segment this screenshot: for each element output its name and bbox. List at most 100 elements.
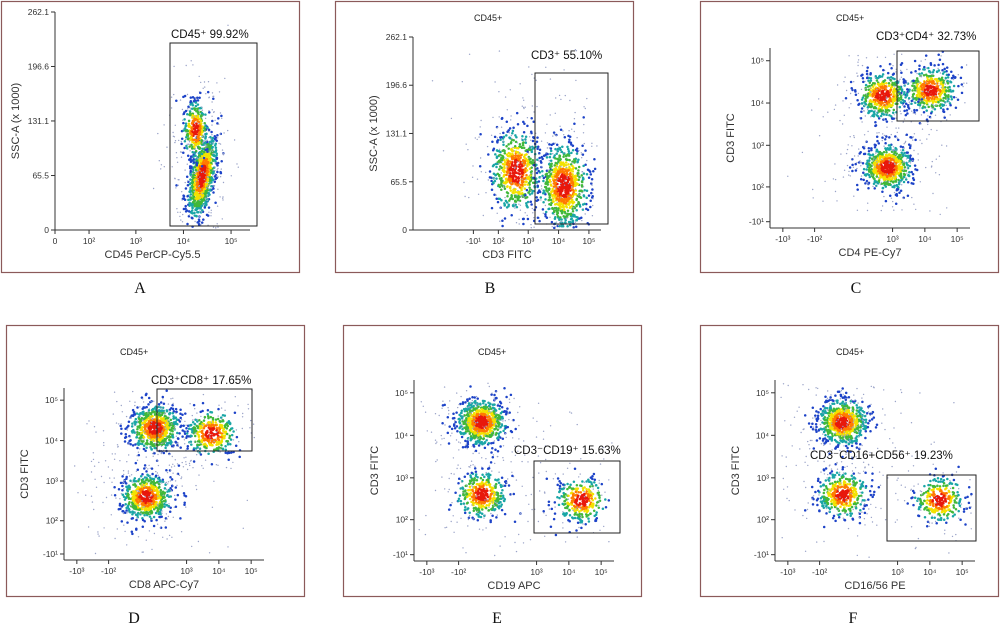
event-dot: [204, 172, 206, 175]
event-dot: [883, 118, 885, 121]
event-dot: [512, 126, 515, 130]
event-dot: [580, 180, 584, 184]
event-dot: [859, 117, 861, 119]
x-tick-label: 10⁵: [951, 234, 964, 244]
event-dot: [222, 154, 225, 156]
event-dot: [542, 212, 544, 214]
event-dot: [210, 215, 212, 217]
event-dot: [561, 145, 564, 148]
event-dot: [188, 113, 191, 117]
event-dot: [959, 76, 963, 80]
event-dot: [885, 96, 888, 98]
event-dot: [558, 147, 561, 151]
event-dot: [574, 176, 577, 180]
event-dot: [504, 96, 507, 98]
event-dot: [884, 142, 887, 145]
event-dot: [590, 181, 593, 184]
event-dot: [189, 100, 193, 103]
event-dot: [928, 92, 931, 95]
event-dot: [864, 115, 866, 117]
event-dot: [207, 81, 210, 83]
event-dot: [517, 147, 520, 150]
event-dot: [848, 107, 850, 109]
event-dot: [873, 168, 876, 172]
event-dot: [502, 140, 504, 143]
event-dot: [962, 85, 964, 88]
event-dot: [856, 167, 858, 170]
event-dot: [891, 162, 895, 165]
event-dot: [932, 80, 935, 83]
event-dot: [902, 175, 906, 179]
event-dot: [194, 107, 197, 111]
event-dot: [507, 129, 510, 132]
event-dot: [884, 56, 887, 59]
event-dot: [182, 121, 185, 125]
event-dot: [873, 145, 877, 149]
event-dot: [236, 163, 238, 165]
event-dot: [568, 195, 570, 198]
event-dot: [222, 152, 224, 154]
event-dot: [506, 192, 510, 195]
event-dot: [885, 106, 889, 110]
event-dot: [957, 84, 960, 88]
event-dot: [564, 154, 568, 158]
event-dot: [901, 184, 903, 186]
event-dot: [917, 159, 919, 161]
event-dot: [198, 220, 201, 223]
event-dot: [922, 73, 926, 77]
event-dot: [525, 202, 528, 205]
event-dot: [221, 117, 223, 120]
event-dot: [507, 205, 510, 208]
event-dot: [875, 175, 879, 178]
event-dot: [219, 176, 222, 178]
event-dot: [860, 175, 863, 177]
event-dot: [927, 86, 930, 89]
event-dot: [902, 180, 906, 184]
event-dot: [529, 130, 533, 134]
event-dot: [194, 142, 197, 146]
event-dot: [555, 135, 557, 137]
event-dot: [513, 202, 515, 205]
event-dot: [572, 213, 575, 217]
event-dot: [549, 163, 552, 167]
event-dot: [190, 159, 194, 162]
event-dot: [861, 64, 864, 67]
event-dot: [884, 157, 887, 160]
event-dot: [834, 190, 837, 193]
event-dot: [553, 191, 557, 195]
event-dot: [181, 191, 183, 193]
event-dot: [208, 211, 210, 213]
event-dot: [545, 172, 549, 175]
event-dot: [210, 181, 213, 184]
event-dot: [581, 144, 584, 147]
event-dot: [570, 198, 574, 202]
event-dot: [200, 184, 204, 187]
event-dot: [559, 158, 562, 161]
event-dot: [851, 163, 854, 167]
event-dot: [884, 88, 888, 91]
event-dot: [180, 219, 182, 221]
event-dot: [960, 66, 964, 69]
event-dot: [589, 173, 593, 176]
event-dot: [526, 117, 529, 119]
event-dot: [581, 157, 583, 159]
event-dot: [196, 211, 199, 214]
event-dot: [191, 181, 195, 184]
event-dot: [498, 91, 500, 93]
event-dot: [926, 138, 928, 140]
event-dot: [554, 208, 556, 211]
event-dot: [502, 175, 505, 178]
event-dot: [928, 133, 930, 136]
event-dot: [866, 181, 869, 184]
event-dot: [885, 120, 889, 123]
x-tick-label: 10²: [83, 236, 95, 246]
event-dot: [539, 196, 543, 199]
event-dot: [538, 156, 541, 160]
event-dot: [560, 188, 563, 192]
event-dot: [559, 125, 561, 128]
event-dot: [522, 159, 526, 162]
event-dot: [841, 123, 844, 125]
event-dot: [197, 178, 199, 180]
event-dot: [529, 175, 531, 177]
event-dot: [188, 141, 191, 143]
